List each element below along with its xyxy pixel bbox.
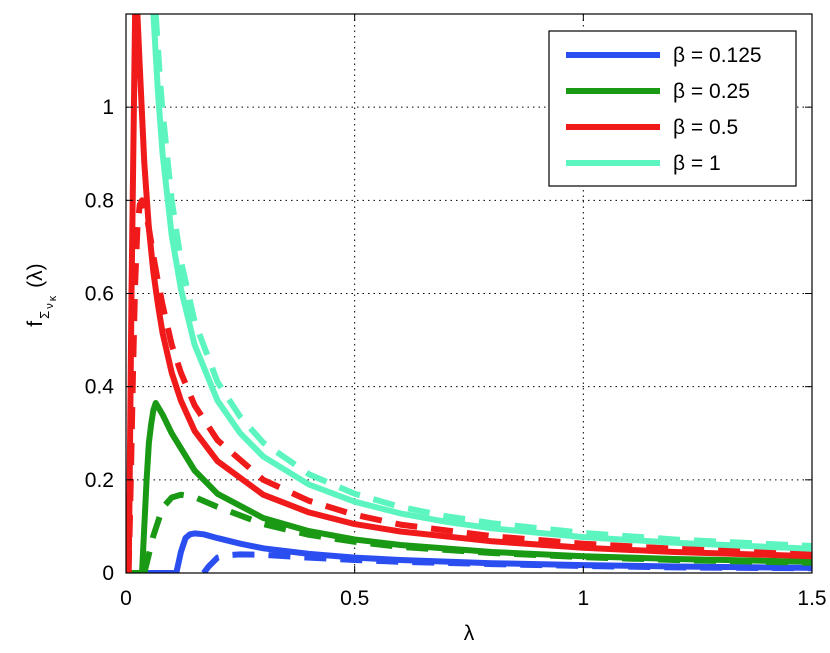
x-tick-label: 1.5	[797, 587, 826, 610]
series-layer	[126, 14, 812, 573]
y-tick-label: 0.6	[85, 283, 114, 306]
y-label-main: f	[24, 321, 47, 327]
legend-label-beta-0.25: β = 0.25	[673, 80, 750, 103]
series-line-3-dashed	[141, 491, 812, 573]
svg-text:fΣνκ(λ): fΣνκ (λ)	[24, 263, 59, 326]
series-line-6-solid	[150, 14, 812, 552]
y-label-sub-nu: ν	[44, 303, 56, 309]
y-tick-label: 1	[102, 96, 114, 119]
y-label-arg: (λ)	[24, 263, 47, 288]
series-line-4-solid	[126, 14, 812, 573]
y-axis-label: fΣνκ (λ)	[24, 263, 59, 326]
y-tick-label: 0.2	[85, 469, 114, 492]
y-tick-label: 0.8	[85, 189, 114, 212]
x-tick-label: 1	[577, 587, 589, 610]
series-line-1-dashed	[201, 551, 812, 573]
y-tick-label: 0	[102, 562, 114, 585]
x-tick-label: 0.5	[340, 587, 369, 610]
y-tick-label: 0.4	[85, 376, 115, 399]
series-line-7-dashed	[152, 14, 812, 549]
axis-ticks: 0 0.5 1 1.5 0 0.2 0.4 0.6 0.8 1	[85, 14, 827, 610]
legend-label-beta-0.125: β = 0.125	[673, 44, 762, 67]
x-axis-label: λ	[464, 622, 475, 645]
legend: β = 0.125 β = 0.25 β = 0.5 β = 1	[548, 30, 797, 187]
legend-label-beta-0.5: β = 0.5	[673, 116, 738, 139]
y-label-sub-kappa: κ	[47, 295, 59, 301]
y-label-sub-sigma: Σ	[37, 311, 52, 319]
series-line-5-dashed	[126, 197, 812, 573]
legend-label-beta-1: β = 1	[673, 152, 721, 175]
x-tick-label: 0	[120, 587, 132, 610]
